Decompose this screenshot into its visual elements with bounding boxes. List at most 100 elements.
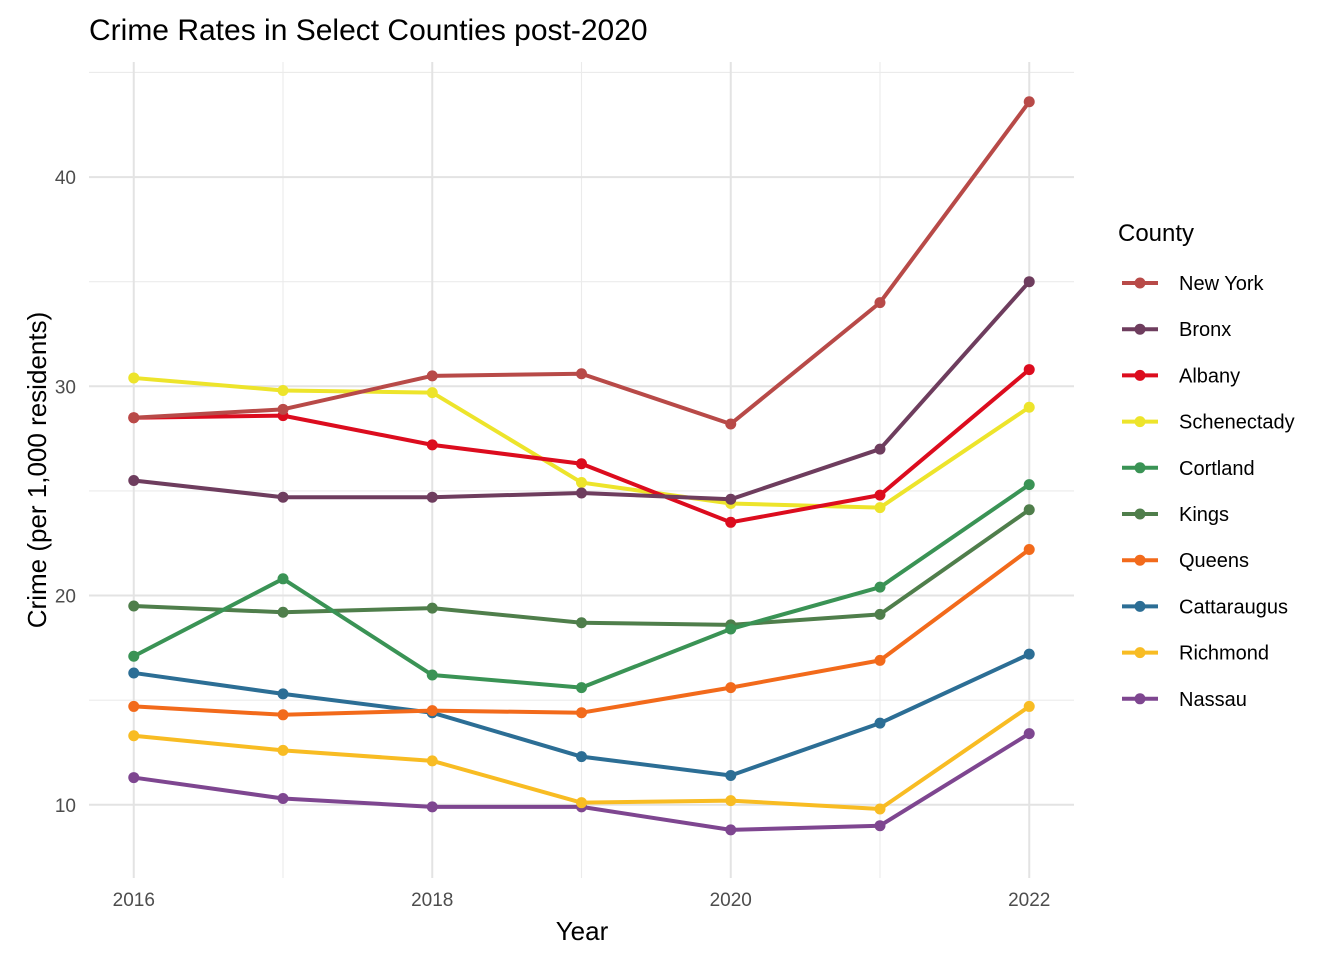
data-point bbox=[874, 608, 886, 620]
data-point bbox=[725, 795, 737, 807]
legend-key-point bbox=[1134, 416, 1146, 428]
x-tick-label: 2018 bbox=[411, 890, 453, 911]
data-point bbox=[576, 368, 587, 380]
x-tick-label: 2016 bbox=[113, 890, 155, 911]
x-axis-label: Year bbox=[556, 916, 609, 946]
legend-key-point bbox=[1134, 369, 1146, 381]
data-point bbox=[277, 491, 289, 503]
data-point bbox=[277, 792, 289, 804]
data-point bbox=[128, 412, 140, 424]
data-point bbox=[426, 439, 438, 451]
data-point bbox=[128, 667, 140, 679]
data-point bbox=[128, 650, 140, 662]
data-point bbox=[277, 573, 289, 585]
data-point bbox=[1023, 700, 1035, 712]
data-point bbox=[426, 387, 438, 399]
data-point bbox=[426, 801, 438, 813]
data-point bbox=[725, 493, 737, 505]
data-point bbox=[426, 491, 438, 503]
data-point bbox=[128, 372, 140, 384]
data-point bbox=[277, 384, 289, 396]
data-point bbox=[576, 707, 587, 719]
data-point bbox=[128, 730, 140, 742]
legend-label: New York bbox=[1179, 273, 1264, 295]
data-point bbox=[576, 797, 587, 809]
data-point bbox=[1023, 728, 1035, 740]
legend-key-point bbox=[1134, 277, 1146, 289]
y-tick-label: 20 bbox=[55, 587, 76, 608]
data-point bbox=[576, 458, 587, 470]
data-point bbox=[874, 297, 886, 309]
data-point bbox=[874, 820, 886, 832]
data-point bbox=[725, 824, 737, 836]
legend-label: Richmond bbox=[1179, 643, 1269, 665]
data-point bbox=[1023, 96, 1035, 108]
data-point bbox=[1023, 276, 1035, 288]
y-tick-label: 10 bbox=[55, 796, 76, 817]
data-point bbox=[128, 700, 140, 712]
data-point bbox=[277, 606, 289, 618]
legend-title: County bbox=[1118, 220, 1194, 247]
x-tick-label: 2020 bbox=[710, 890, 752, 911]
legend-label: Bronx bbox=[1179, 319, 1231, 341]
legend-key-point bbox=[1134, 323, 1146, 335]
data-point bbox=[874, 654, 886, 666]
data-point bbox=[426, 370, 438, 382]
data-point bbox=[128, 772, 140, 784]
data-point bbox=[426, 669, 438, 681]
legend-key-point bbox=[1134, 693, 1146, 705]
data-point bbox=[725, 418, 737, 430]
data-point bbox=[1023, 364, 1035, 376]
x-tick-label: 2022 bbox=[1008, 890, 1050, 911]
legend-label: Cattaraugus bbox=[1179, 596, 1288, 618]
data-point bbox=[1023, 479, 1035, 491]
data-point bbox=[576, 477, 587, 489]
legend-label: Queens bbox=[1179, 550, 1249, 572]
y-axis-label: Crime (per 1,000 residents) bbox=[22, 312, 52, 628]
legend-label: Nassau bbox=[1179, 689, 1247, 711]
data-point bbox=[874, 803, 886, 815]
data-point bbox=[277, 403, 289, 415]
data-point bbox=[576, 682, 587, 694]
data-point bbox=[1023, 544, 1035, 556]
legend-key-point bbox=[1134, 647, 1146, 659]
y-tick-label: 40 bbox=[55, 168, 76, 189]
chart-title: Crime Rates in Select Counties post-2020 bbox=[89, 14, 648, 47]
data-point bbox=[426, 755, 438, 767]
series-lines bbox=[128, 96, 1035, 836]
data-point bbox=[1023, 401, 1035, 413]
data-point bbox=[576, 617, 587, 629]
legend-key-point bbox=[1134, 462, 1146, 474]
data-point bbox=[874, 489, 886, 501]
data-point bbox=[128, 474, 140, 486]
data-point bbox=[277, 688, 289, 700]
data-point bbox=[277, 744, 289, 756]
legend-label: Cortland bbox=[1179, 458, 1255, 480]
data-point bbox=[576, 751, 587, 763]
data-point bbox=[874, 717, 886, 729]
data-point bbox=[874, 443, 886, 455]
data-point bbox=[874, 581, 886, 593]
legend-label: Albany bbox=[1179, 365, 1240, 387]
data-point bbox=[725, 516, 737, 528]
legend-label: Schenectady bbox=[1179, 412, 1295, 434]
legend-label: Kings bbox=[1179, 504, 1229, 526]
data-point bbox=[1023, 504, 1035, 516]
y-tick-label: 30 bbox=[55, 377, 76, 398]
data-point bbox=[426, 602, 438, 614]
data-point bbox=[1023, 648, 1035, 660]
data-point bbox=[725, 769, 737, 781]
legend-key-point bbox=[1134, 600, 1146, 612]
data-point bbox=[277, 709, 289, 721]
data-point bbox=[874, 502, 886, 514]
legend-key-point bbox=[1134, 554, 1146, 566]
data-point bbox=[128, 600, 140, 612]
axes: 2016 2018 2020 2022 10 20 30 40 bbox=[55, 168, 1051, 911]
data-point bbox=[576, 487, 587, 499]
data-point bbox=[725, 682, 737, 694]
data-point bbox=[725, 623, 737, 635]
legend-key-point bbox=[1134, 508, 1146, 520]
legend: County New York Bronx Albany Schenectady Cor… bbox=[1118, 220, 1295, 711]
